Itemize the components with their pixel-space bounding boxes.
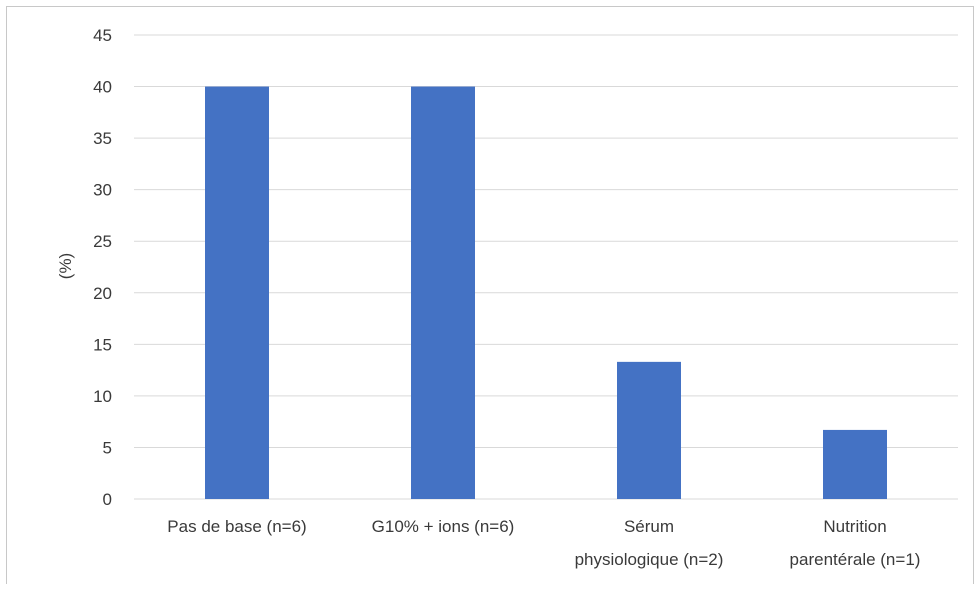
x-category-label: physiologique (n=2) (575, 550, 724, 569)
y-tick-label: 45 (93, 26, 112, 45)
gridlines (134, 34, 958, 500)
y-axis-ticks: 0 5 10 15 20 25 30 35 40 45 (93, 26, 112, 509)
y-tick-label: 20 (93, 284, 112, 303)
y-tick-label: 10 (93, 387, 112, 406)
x-category-label: Pas de base (n=6) (167, 517, 306, 536)
chart-frame (6, 6, 974, 584)
bar (411, 86, 475, 500)
bar (823, 429, 887, 499)
y-axis-title: (%) (56, 253, 75, 279)
x-axis-labels: Pas de base (n=6) G10% + ions (n=6) Sérum p… (167, 517, 920, 569)
y-tick-label: 5 (103, 438, 112, 457)
bar (205, 86, 269, 500)
y-tick-label: 0 (103, 490, 112, 509)
y-tick-label: 40 (93, 78, 112, 97)
y-tick-label: 35 (93, 129, 112, 148)
bars (205, 86, 887, 500)
y-tick-label: 30 (93, 181, 112, 200)
x-category-label: Sérum (624, 517, 674, 536)
x-category-label: Nutrition (823, 517, 886, 536)
bar (617, 361, 681, 499)
x-category-label: G10% + ions (n=6) (372, 517, 515, 536)
y-tick-label: 25 (93, 232, 112, 251)
x-category-label: parentérale (n=1) (790, 550, 921, 569)
y-tick-label: 15 (93, 335, 112, 354)
